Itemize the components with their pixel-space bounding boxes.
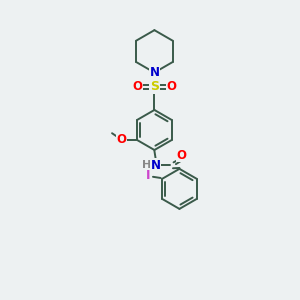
Text: S: S xyxy=(150,80,159,93)
Text: O: O xyxy=(176,148,187,161)
Text: O: O xyxy=(167,80,176,93)
Text: N: N xyxy=(151,159,161,172)
Text: N: N xyxy=(149,66,159,79)
Text: I: I xyxy=(146,169,150,182)
Text: O: O xyxy=(132,80,142,93)
Text: H: H xyxy=(142,160,151,170)
Text: O: O xyxy=(117,134,127,146)
